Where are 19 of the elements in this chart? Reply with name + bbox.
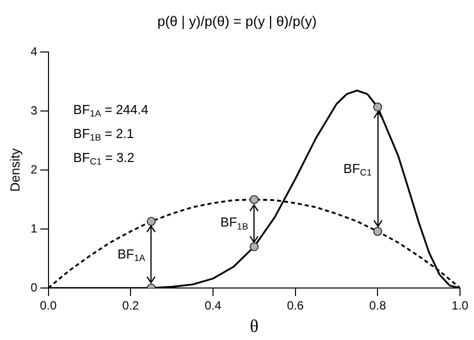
point [146,216,156,226]
y-tick-label: 0 [30,280,38,294]
y-tick-label: 3 [30,103,38,118]
chart-title: p(θ | y)/p(θ) = p(y | θ)/p(y) [156,12,318,31]
point [250,195,259,204]
point [373,102,382,112]
point [250,242,259,252]
x-tick-label: 1.0 [452,298,469,313]
x-tick-label: 0.0 [40,298,57,313]
y-tick-label: 1 [30,221,38,236]
point [373,226,382,236]
y-tick-label: 4 [30,44,38,59]
y-axis-title: Density [7,148,22,192]
x-tick-label: 0.2 [122,298,140,313]
x-tick-label: 0.4 [204,298,222,313]
y-tick-label: 2 [30,162,38,176]
x-axis-title: θ [250,316,258,336]
x-tick-label: 0.8 [369,298,386,313]
x-tick-label: 0.6 [286,298,304,313]
